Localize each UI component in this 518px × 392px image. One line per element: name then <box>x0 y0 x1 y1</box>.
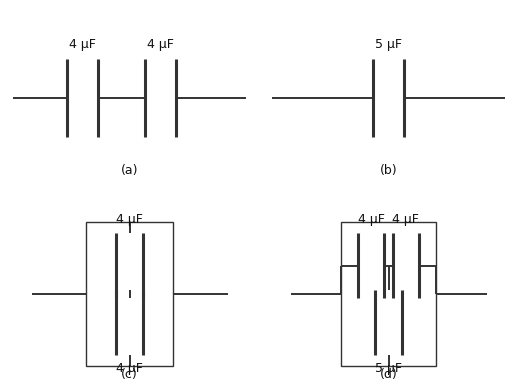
Bar <box>341 222 436 366</box>
Text: 5 μF: 5 μF <box>375 361 402 374</box>
Text: (a): (a) <box>121 164 138 177</box>
Text: (d): (d) <box>380 368 397 381</box>
Text: 4 μF: 4 μF <box>116 214 143 227</box>
Text: 4 μF: 4 μF <box>357 214 384 227</box>
Text: 4 μF: 4 μF <box>393 214 420 227</box>
Text: 4 μF: 4 μF <box>69 38 96 51</box>
Text: 5 μF: 5 μF <box>375 38 402 51</box>
Text: (c): (c) <box>121 368 138 381</box>
Bar <box>86 222 173 366</box>
Text: 4 μF: 4 μF <box>147 38 174 51</box>
Text: 4 μF: 4 μF <box>116 361 143 374</box>
Text: (b): (b) <box>380 164 397 177</box>
